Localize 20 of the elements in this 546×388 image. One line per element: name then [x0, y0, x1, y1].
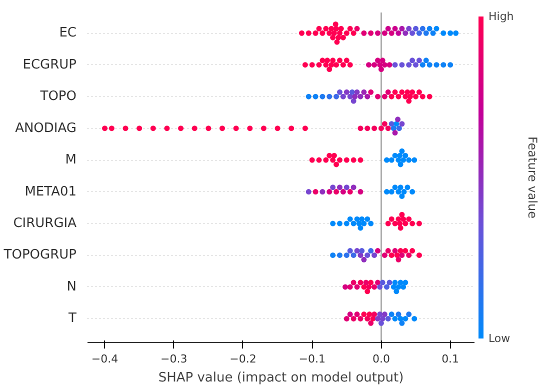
y-tick-label: M [65, 152, 76, 168]
x-tick-label: −0.4 [91, 352, 118, 366]
y-tick-label: N [66, 279, 77, 294]
x-tick-label: −0.1 [298, 352, 326, 366]
x-axis-title: SHAP value (impact on model output) [158, 370, 404, 386]
x-tick-label: −0.2 [230, 352, 256, 366]
y-tick-label: TOPO [39, 89, 77, 104]
x-tick-label: −0.3 [160, 352, 188, 366]
y-tick-label: CIRURGIA [13, 216, 77, 232]
y-tick-label: T [68, 311, 77, 326]
y-tick-label: META01 [24, 184, 76, 200]
x-tick-label: 0.0 [372, 352, 390, 366]
color-bar-label: High [488, 10, 514, 23]
y-tick-label: EC [59, 26, 77, 41]
color-bar-title: Feature value [526, 136, 540, 218]
y-tick-label: TOPOGRUP [2, 248, 77, 263]
color-bar-label: Low [488, 332, 510, 345]
y-tick-label: ECGRUP [22, 57, 77, 72]
y-tick-label: ANODIAG [15, 120, 77, 136]
x-tick-label: 0.1 [442, 352, 460, 366]
